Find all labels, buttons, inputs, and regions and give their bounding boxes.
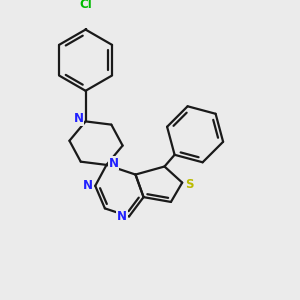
Text: N: N — [117, 210, 127, 223]
Text: Cl: Cl — [79, 0, 92, 11]
Text: N: N — [74, 112, 83, 125]
Text: S: S — [185, 178, 194, 191]
Text: N: N — [109, 157, 118, 170]
Text: N: N — [83, 179, 93, 192]
